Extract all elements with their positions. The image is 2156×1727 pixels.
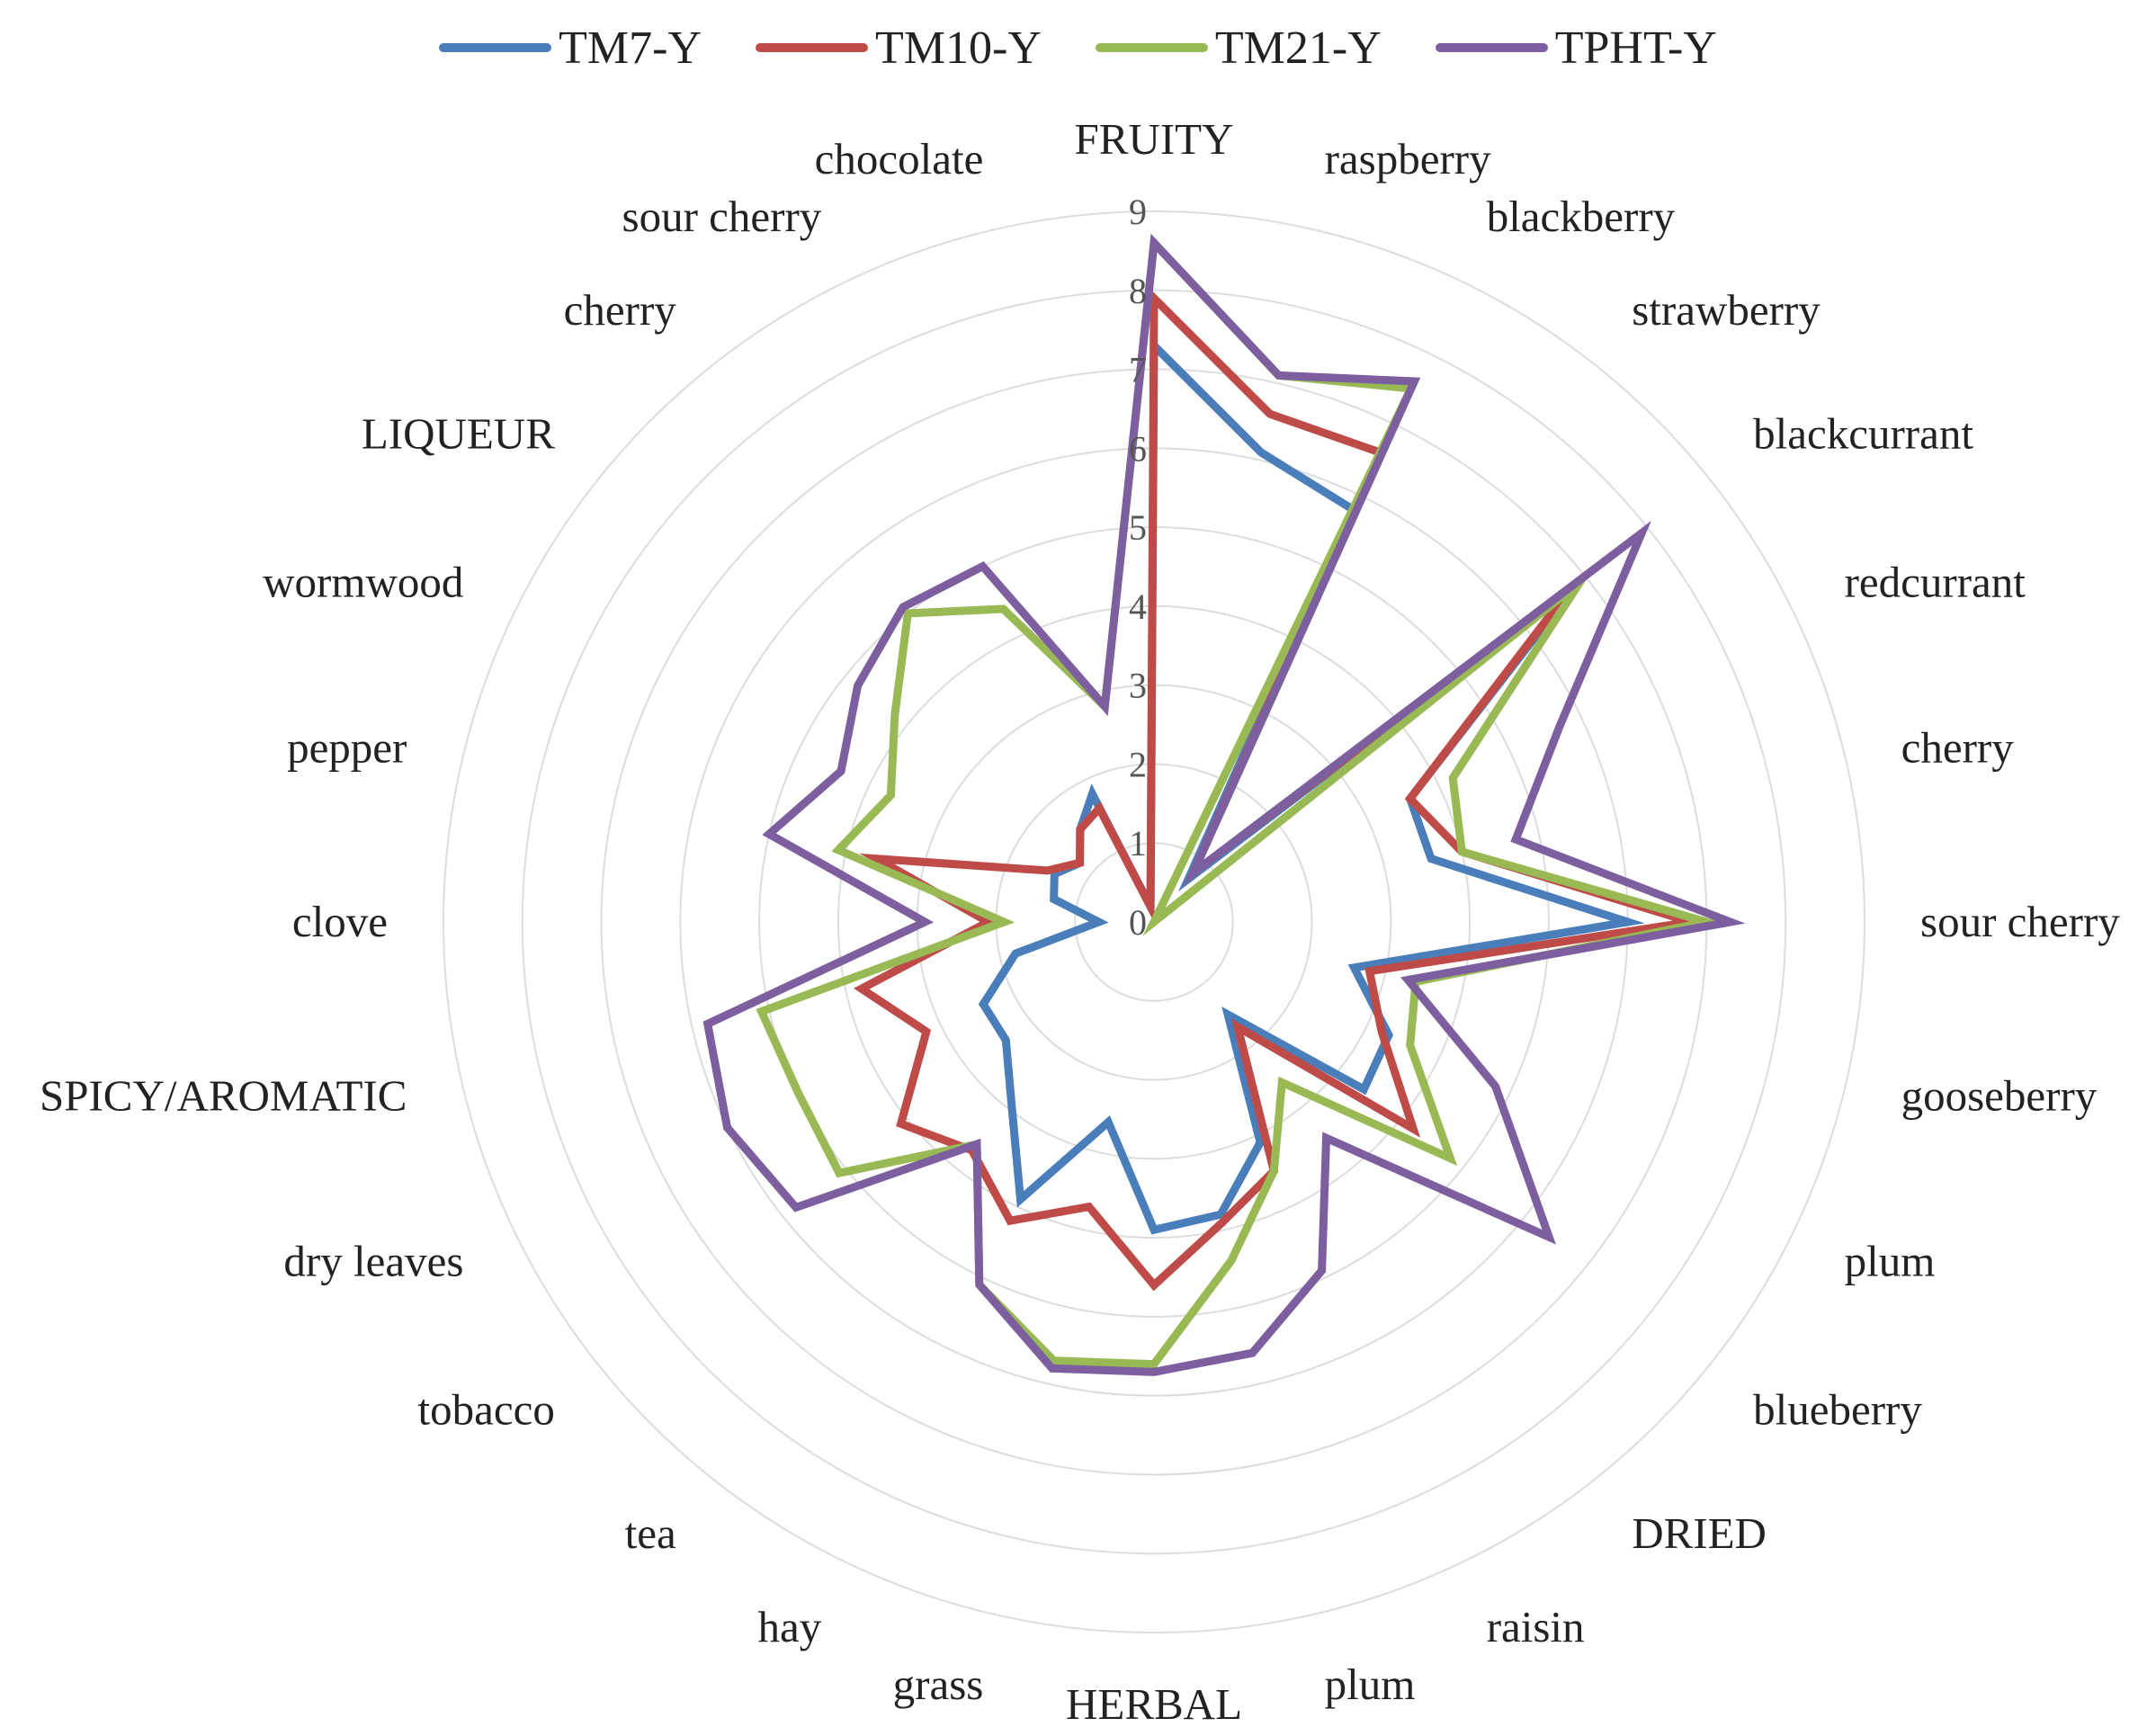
legend-label-tm7: TM7-Y — [559, 22, 702, 74]
axis-label: plum — [1325, 1660, 1416, 1709]
axis-label: sour cherry — [622, 192, 822, 241]
legend-item-tm21[interactable]: TM21-Y — [1095, 22, 1382, 75]
tick-label: 1 — [1129, 823, 1147, 864]
axis-label: raisin — [1487, 1602, 1585, 1651]
axis-label: blackcurrant — [1753, 409, 1973, 459]
axis-label: dry leaves — [283, 1237, 463, 1286]
axis-label: LIQUEUR — [362, 409, 555, 459]
tick-label: 3 — [1129, 666, 1147, 706]
legend-item-tm7[interactable]: TM7-Y — [439, 22, 702, 75]
tick-label: 7 — [1129, 350, 1147, 390]
axis-label: clove — [292, 897, 388, 946]
legend: TM7-Y TM10-Y TM21-Y TPHT-Y — [0, 16, 2156, 79]
axis-label: sour cherry — [1920, 897, 2120, 946]
tick-label: 6 — [1129, 428, 1147, 469]
legend-item-tm10[interactable]: TM10-Y — [756, 22, 1042, 75]
tick-label: 0 — [1129, 902, 1147, 943]
tick-labels: 0 1 2 3 4 5 6 7 8 9 — [1129, 192, 1147, 943]
legend-swatch-tpht — [1435, 43, 1548, 52]
axis-label: SPICY/AROMATIC — [40, 1071, 407, 1121]
axis-label: plum — [1845, 1237, 1936, 1286]
axis-label: tobacco — [418, 1384, 555, 1434]
grid-ring-9 — [443, 210, 1865, 1633]
axis-label: DRIED — [1632, 1508, 1767, 1558]
axis-label: FRUITY — [1075, 114, 1234, 164]
axis-label: strawberry — [1632, 285, 1821, 335]
series-line-tm21-y — [756, 233, 1724, 1369]
axis-label: blackberry — [1487, 192, 1676, 241]
tick-label: 4 — [1129, 586, 1147, 627]
series-layer — [702, 233, 1746, 1376]
grid-ring-8 — [521, 289, 1787, 1555]
axis-label: gooseberry — [1901, 1071, 2098, 1121]
tick-label: 8 — [1129, 271, 1147, 311]
axis-label: redcurrant — [1845, 558, 2026, 607]
legend-label-tpht: TPHT-Y — [1554, 22, 1717, 74]
category-labels: FRUITY raspberry blackberry strawberry black… — [40, 114, 2120, 1727]
legend-swatch-tm21 — [1095, 43, 1208, 52]
axis-label: chocolate — [815, 134, 984, 183]
tick-label: 5 — [1129, 507, 1147, 548]
axis-label: wormwood — [263, 558, 463, 607]
axis-label: cherry — [1901, 722, 2015, 772]
tick-label: 2 — [1129, 744, 1147, 784]
series-line-tm10-y — [853, 288, 1710, 1292]
legend-item-tpht[interactable]: TPHT-Y — [1435, 22, 1717, 75]
axis-label: tea — [625, 1508, 676, 1558]
legend-swatch-tm7 — [439, 43, 552, 52]
legend-swatch-tm10 — [756, 43, 868, 52]
axis-label: cherry — [564, 285, 677, 335]
axis-label: hay — [758, 1602, 822, 1651]
axis-label: raspberry — [1325, 134, 1492, 183]
axis-label: pepper — [287, 722, 407, 772]
legend-label-tm21: TM21-Y — [1214, 22, 1382, 74]
tick-label: 9 — [1129, 192, 1147, 232]
axis-label: blueberry — [1753, 1384, 1922, 1434]
series-line-tpht-y — [702, 233, 1746, 1376]
legend-label-tm10: TM10-Y — [875, 22, 1042, 74]
axis-label: HERBAL — [1066, 1679, 1242, 1727]
axis-label: grass — [893, 1660, 984, 1709]
